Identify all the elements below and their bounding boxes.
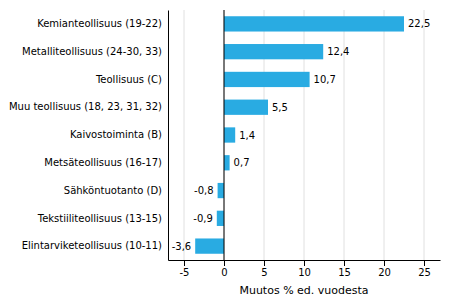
tick-label: Kaivostoiminta (B) (70, 129, 162, 140)
tick-label: 0 (221, 267, 227, 278)
tick: Metsäteollisuus (16-17) (44, 157, 162, 168)
tick-label: -5 (180, 267, 190, 278)
bar (218, 183, 224, 198)
tick-mark (384, 260, 385, 266)
data-label: 10,7 (314, 74, 336, 85)
data-label: 22,5 (408, 18, 430, 29)
tick: Kaivostoiminta (B) (70, 129, 162, 140)
tick: Muu teollisuus (18, 23, 31, 32) (9, 101, 162, 112)
tick: 10 (298, 260, 311, 278)
tick-label: Muu teollisuus (18, 23, 31, 32) (9, 101, 162, 112)
grid-line (224, 10, 225, 260)
tick: Teollisuus (C) (95, 74, 162, 85)
tick-label: Metsäteollisuus (16-17) (44, 157, 162, 168)
bar (224, 155, 230, 170)
tick: Tekstiiliteollisuus (13-15) (37, 213, 162, 224)
grid (184, 10, 424, 260)
bar (224, 44, 323, 59)
bar (224, 16, 404, 31)
grid-line (184, 10, 185, 260)
data-label: -3,6 (172, 241, 192, 252)
tick: Elintarviketeollisuus (10-11) (22, 240, 162, 251)
tick: 5 (261, 260, 267, 278)
bars (195, 16, 404, 254)
data-label: -0,9 (193, 213, 213, 224)
bar (224, 127, 235, 142)
tick: 20 (378, 260, 391, 278)
tick-label: 10 (298, 267, 311, 278)
tick-label: 25 (418, 267, 431, 278)
plot: -5 0 5 10 15 20 25 Elintarviketeollisuus (10-11… (9, 10, 441, 297)
bar (224, 72, 310, 87)
tick: -5 (180, 260, 190, 278)
tick-label: Tekstiiliteollisuus (13-15) (37, 213, 162, 224)
data-label: 12,4 (327, 46, 349, 57)
tick: Sähköntuotanto (D) (64, 185, 162, 196)
tick-label: Sähköntuotanto (D) (64, 185, 162, 196)
bar (224, 100, 268, 115)
tick: 0 (221, 260, 227, 278)
data-labels: -3,6 -0,9 -0,8 0,7 1,4 5,5 10,7 12,4 22,5 (172, 18, 431, 251)
tick-label: 20 (378, 267, 391, 278)
tick-mark (184, 260, 185, 266)
x-axis-title: Muutos % ed. vuodesta (239, 284, 368, 297)
tick-label: Elintarviketeollisuus (10-11) (22, 240, 162, 251)
tick-mark (224, 260, 225, 266)
tick-mark (264, 260, 265, 266)
tick: Kemianteollisuus (19-22) (37, 18, 162, 29)
baseline (224, 10, 225, 260)
data-label: 0,7 (234, 157, 250, 168)
data-label: 1,4 (239, 130, 255, 141)
grid-line (424, 10, 425, 260)
tick-mark (304, 260, 305, 266)
tick: 25 (418, 260, 431, 278)
tick: 15 (338, 260, 351, 278)
tick-label: Kemianteollisuus (19-22) (37, 18, 162, 29)
grid-line (384, 10, 385, 260)
tick-mark (424, 260, 425, 266)
x-axis: -5 0 5 10 15 20 25 (169, 260, 441, 278)
y-axis: Elintarviketeollisuus (10-11) Tekstiilite… (9, 11, 169, 261)
data-label: -0,8 (194, 185, 214, 196)
tick: Metalliteollisuus (24-30, 33) (22, 46, 162, 57)
tick-label: Metalliteollisuus (24-30, 33) (22, 46, 162, 57)
bar (217, 211, 224, 226)
tick-label: 15 (338, 267, 351, 278)
bar (195, 238, 224, 253)
tick-label: 5 (261, 267, 267, 278)
data-label: 5,5 (272, 102, 288, 113)
tick-label: Teollisuus (C) (95, 74, 162, 85)
tick-mark (344, 260, 345, 266)
chart: -5 0 5 10 15 20 25 Elintarviketeollisuus (10-11… (0, 0, 454, 302)
axis-line (168, 11, 169, 261)
